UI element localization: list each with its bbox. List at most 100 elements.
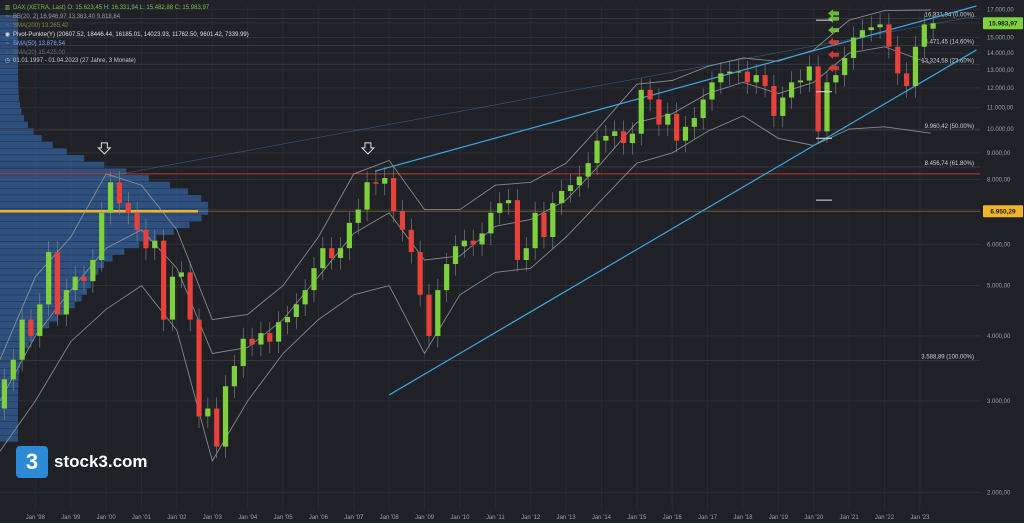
- candle-up: [178, 272, 184, 277]
- volume-profile-bar: [0, 261, 105, 269]
- candle-up: [735, 71, 742, 73]
- x-tick-label: Jan '12: [521, 515, 541, 521]
- header-pivot: ◉ Pivot-Punkte(Y) (20607.52, 18446.44, 16…: [4, 32, 249, 38]
- y-tick-label: 8.000,00: [987, 177, 1011, 183]
- volume-profile-bar: [0, 95, 20, 102]
- candle-up: [603, 135, 609, 141]
- candle-down: [541, 212, 547, 237]
- y-tick-label: 13.000,00: [987, 68, 1014, 74]
- x-tick-label: Jan '02: [167, 515, 187, 521]
- volume-profile-bar: [0, 408, 19, 415]
- candle-up: [550, 203, 556, 237]
- volume-profile-bar: [0, 175, 149, 182]
- candle-up: [19, 319, 25, 360]
- candle-up: [930, 23, 936, 29]
- x-tick-label: Jan '13: [556, 515, 576, 521]
- candle-down: [390, 178, 397, 212]
- candle-up: [63, 290, 69, 315]
- candle-up: [284, 316, 291, 323]
- candle-up: [576, 176, 582, 186]
- x-tick-label: Jan '17: [698, 515, 718, 521]
- volume-profile-bar: [0, 181, 171, 189]
- candle-up: [780, 97, 786, 116]
- volume-profile-bar: [0, 248, 125, 255]
- candle-up: [479, 233, 485, 245]
- candle-down: [196, 319, 202, 417]
- candle-down: [125, 203, 131, 213]
- volume-profile-bar: [0, 241, 140, 249]
- candle-up: [364, 182, 370, 210]
- y-tick-label: 2.000,00: [987, 490, 1011, 496]
- volume-profile-bar: [0, 428, 19, 435]
- bollinger-upper: [0, 9, 931, 360]
- header-sma200: ~ SMA(200) 13.265,42: [5, 23, 69, 29]
- stock3-logo-text: stock3.com: [54, 452, 148, 471]
- x-tick-label: Jan '15: [627, 515, 647, 521]
- candle-down: [744, 71, 750, 83]
- candle-up: [567, 185, 574, 192]
- x-tick-label: Jan '08: [380, 515, 400, 521]
- down-arrow-marker: [97, 142, 112, 155]
- indicator-icon: ~: [5, 41, 10, 47]
- candle-down: [214, 408, 220, 447]
- x-tick-label: Jan '14: [592, 515, 612, 521]
- candle-down: [771, 86, 777, 116]
- candle-down: [143, 229, 149, 249]
- volume-profile-bar: [0, 361, 21, 369]
- volume-profile-bar: [0, 41, 19, 48]
- y-tick-label: 15.000,00: [987, 36, 1014, 42]
- x-tick-label: Jan '10: [450, 515, 470, 521]
- x-tick-label: Jan '19: [769, 515, 789, 521]
- candle-up: [293, 304, 299, 317]
- volume-profile-bar: [0, 388, 19, 395]
- candle-up: [90, 259, 96, 282]
- candle-up: [877, 24, 883, 28]
- x-tick-label: Jan '04: [238, 515, 258, 521]
- volume-profile-bar: [0, 161, 105, 169]
- volume-profile-bar: [0, 75, 19, 82]
- candle-up: [682, 126, 689, 141]
- volume-profile-bar: [0, 34, 19, 42]
- candle-down: [762, 75, 768, 87]
- candle-down: [28, 319, 34, 336]
- x-tick-label: Jan '00: [97, 515, 117, 521]
- trend-channel-lower: [388, 49, 977, 396]
- candle-down: [470, 240, 476, 245]
- candle-up: [789, 82, 795, 98]
- volume-profile-bar: [0, 221, 190, 229]
- x-tick-label: Jan '01: [132, 515, 152, 521]
- y-tick-label: 11.000,00: [987, 106, 1014, 112]
- candle-up: [842, 58, 848, 76]
- candle-up: [505, 200, 512, 204]
- candle-down: [329, 248, 335, 258]
- x-tick-label: Jan '11: [486, 515, 505, 521]
- volume-profile-bar: [0, 228, 174, 235]
- candle-up: [231, 366, 237, 387]
- x-tick-label: Jan '22: [875, 515, 895, 521]
- volume-profile-bar: [0, 368, 20, 375]
- header-ohlc: ▥ DAX (XETRA, Last) O: 15.623,45 H: 16.33…: [4, 5, 210, 11]
- candle-down: [249, 338, 255, 345]
- volume-profile-bar: [0, 315, 58, 322]
- volume-profile-bar: [0, 401, 19, 409]
- candle-up: [833, 75, 839, 83]
- candle-down: [134, 212, 140, 230]
- candle-down: [161, 240, 167, 320]
- candle-up: [629, 133, 636, 144]
- x-tick-label: Jan '09: [415, 515, 435, 521]
- volume-profile-bar: [0, 115, 24, 122]
- red-arrow-marker: [828, 38, 839, 47]
- candle-up: [523, 248, 529, 260]
- pivot-icon: ◉: [4, 32, 11, 38]
- candle-up: [461, 240, 467, 247]
- volume-profile-bar: [0, 348, 25, 355]
- x-tick-label: Jan '18: [733, 515, 753, 521]
- header-bollinger: ~ BB(20, 2) 16.946,97 13.363,40 9.818,84: [5, 14, 121, 20]
- candle-up: [99, 212, 105, 260]
- x-tick-label: Jan '03: [203, 515, 223, 521]
- candle-up: [532, 212, 538, 249]
- chart-type-icon: ▥: [4, 5, 11, 11]
- fib-level-label: 8.456,74 (61.80%): [925, 161, 974, 167]
